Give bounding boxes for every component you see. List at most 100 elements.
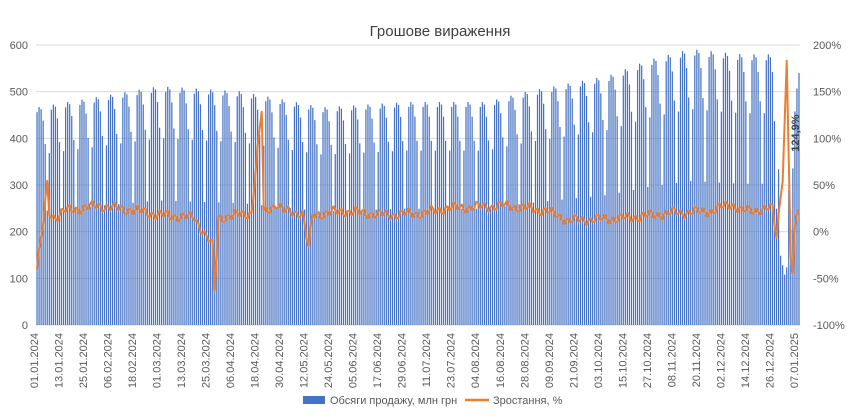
bar [279,103,281,326]
bar [273,137,275,325]
bar [136,95,138,325]
bar [185,103,187,325]
bar [326,109,328,325]
bar [210,89,212,326]
bar [340,108,343,325]
bar [590,196,592,325]
bar [334,154,336,325]
bar [473,140,475,325]
bar [665,61,667,325]
bar [604,195,606,325]
bar [775,208,778,325]
legend: Обсяги продажу, млн грн Зростання, % [303,395,563,407]
bar [755,57,757,325]
bar [261,205,263,325]
bar [475,208,477,325]
bar [406,150,408,325]
bar [712,54,714,325]
bar [203,201,206,325]
bar [702,98,704,325]
bar [95,97,97,326]
bar [379,108,381,325]
bar [404,208,406,325]
bar [236,96,238,325]
bar [40,109,42,325]
x-tick-label: 12.05.2024 [299,333,311,388]
bar [798,73,800,325]
bar [534,141,537,325]
bar [275,206,277,325]
bar [782,265,784,325]
bar [220,141,222,325]
bar [46,210,48,325]
bar [667,54,669,326]
x-tick-label: 06.04.2024 [225,333,237,388]
bar [741,57,743,325]
bar [716,99,718,326]
bar [189,201,191,325]
bar [585,95,588,325]
x-tick-label: 13.01.2024 [54,333,66,388]
bar [440,104,443,325]
bar [649,117,651,325]
bar [485,116,488,325]
bar [487,140,490,325]
bar [545,129,547,325]
bar [569,85,571,325]
bar [412,104,414,325]
bar [694,55,696,326]
bar [336,111,338,325]
x-tick-label: 02.12.2024 [715,333,727,388]
bar [438,102,441,325]
bar [602,119,604,325]
bar [432,208,434,325]
bar [516,134,518,325]
bar [630,111,633,325]
bar [402,140,404,325]
bar [338,106,340,326]
bar [105,145,108,325]
x-tick-label: 07.01.2025 [789,333,801,388]
bar [395,102,398,325]
bar [36,112,38,325]
bar [587,122,590,325]
bar [530,131,532,325]
bar [675,182,678,325]
bar [350,110,353,326]
bar [657,74,659,325]
bar [242,107,244,326]
bar [248,143,251,325]
bar [661,184,663,325]
bar [471,116,473,325]
bar [641,65,643,326]
bar [420,150,422,325]
bar [324,107,326,326]
bar [594,83,596,325]
y-right-tick-label: -100% [813,320,845,332]
bar [118,204,120,325]
x-tick-label: 24.05.2024 [323,333,335,388]
bar [67,102,69,325]
x-tick-label: 28.08.2024 [519,333,531,388]
bar [575,198,577,325]
bar [434,150,436,325]
bar [281,99,283,325]
bar [128,106,130,325]
bar [726,55,729,325]
bar [428,116,430,325]
bar [183,90,185,325]
bar [195,88,197,325]
bar [208,94,210,325]
bar [449,150,451,325]
bar [624,69,626,325]
bar [493,104,496,325]
bar [361,210,363,325]
bar [355,107,357,325]
bar [786,267,788,325]
growth-line [36,59,800,293]
bar [451,106,453,325]
bar [718,182,720,325]
y-left-tick-label: 400 [10,133,28,145]
